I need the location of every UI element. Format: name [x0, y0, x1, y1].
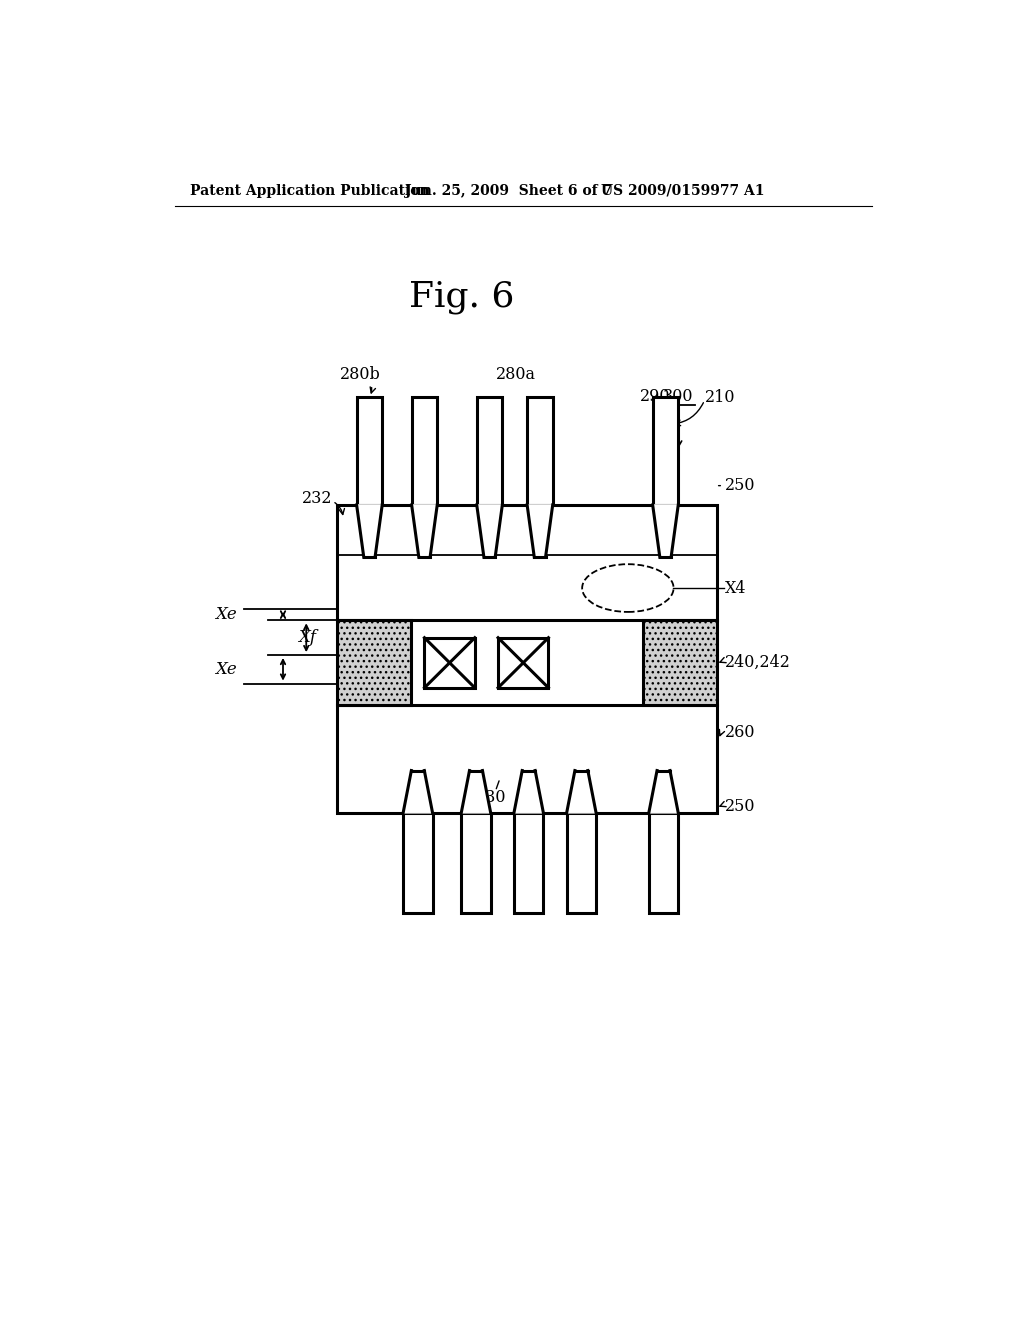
- Text: 210: 210: [706, 388, 736, 405]
- Polygon shape: [514, 771, 544, 813]
- Bar: [337, 506, 717, 620]
- Text: 300: 300: [663, 388, 693, 405]
- Bar: [424, 638, 475, 688]
- Text: Xf: Xf: [299, 630, 316, 647]
- Text: US 2009/0159977 A1: US 2009/0159977 A1: [601, 183, 764, 198]
- Bar: [412, 397, 437, 506]
- Polygon shape: [403, 771, 432, 813]
- Text: X4: X4: [725, 579, 746, 597]
- Text: 240,242: 240,242: [725, 655, 791, 672]
- Text: Jun. 25, 2009  Sheet 6 of 7: Jun. 25, 2009 Sheet 6 of 7: [406, 183, 612, 198]
- Text: 260: 260: [725, 723, 756, 741]
- Polygon shape: [356, 506, 382, 557]
- Text: 250: 250: [725, 477, 756, 494]
- Text: 230: 230: [475, 789, 506, 807]
- Bar: [527, 397, 553, 506]
- Polygon shape: [649, 771, 678, 813]
- Bar: [461, 813, 490, 913]
- Bar: [403, 813, 432, 913]
- Bar: [643, 620, 717, 705]
- Polygon shape: [477, 506, 503, 557]
- Bar: [514, 813, 544, 913]
- Bar: [337, 705, 717, 813]
- Text: 280a: 280a: [496, 366, 536, 383]
- Text: Fig. 6: Fig. 6: [409, 280, 514, 314]
- Text: 290,: 290,: [640, 388, 675, 405]
- Polygon shape: [527, 506, 553, 557]
- Polygon shape: [566, 771, 596, 813]
- Bar: [337, 620, 411, 705]
- Polygon shape: [652, 506, 678, 557]
- Bar: [477, 397, 503, 506]
- Polygon shape: [412, 506, 437, 557]
- Text: Xe: Xe: [215, 606, 237, 623]
- Bar: [356, 397, 382, 506]
- Text: Xe: Xe: [215, 661, 237, 677]
- Polygon shape: [461, 771, 490, 813]
- Text: 250: 250: [725, 799, 756, 816]
- Text: 232: 232: [302, 490, 333, 507]
- Bar: [498, 638, 549, 688]
- Bar: [649, 813, 678, 913]
- Bar: [566, 813, 596, 913]
- Text: Patent Application Publication: Patent Application Publication: [190, 183, 430, 198]
- Text: 280b: 280b: [340, 366, 381, 383]
- Bar: [652, 397, 678, 506]
